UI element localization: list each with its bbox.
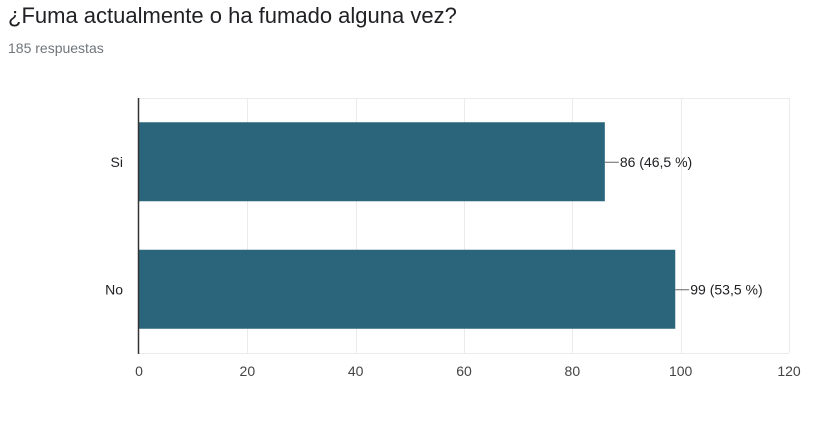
- axes: 0 20 40 60 80 100 120: [135, 98, 801, 379]
- x-tick-label: 80: [565, 363, 581, 379]
- labels: Si 86 (46,5 %) No 99 (53,5 %): [105, 154, 763, 298]
- x-tick-label: 100: [669, 363, 693, 379]
- x-tick-label: 40: [348, 363, 364, 379]
- response-count: 185 respuestas: [8, 40, 104, 56]
- bars: [139, 122, 676, 329]
- x-tick-label: 20: [240, 363, 256, 379]
- bar-no: [139, 249, 676, 329]
- bar-si: [139, 122, 605, 202]
- category-label-no: No: [105, 281, 123, 297]
- category-label-si: Si: [111, 154, 123, 170]
- x-tick-label: 0: [135, 363, 143, 379]
- x-tick-label: 60: [456, 363, 472, 379]
- question-title: ¿Fuma actualmente o ha fumado alguna vez…: [8, 3, 457, 28]
- x-tick-label: 120: [777, 363, 801, 379]
- data-label-si: 86 (46,5 %): [620, 154, 692, 170]
- data-label-no: 99 (53,5 %): [690, 281, 762, 297]
